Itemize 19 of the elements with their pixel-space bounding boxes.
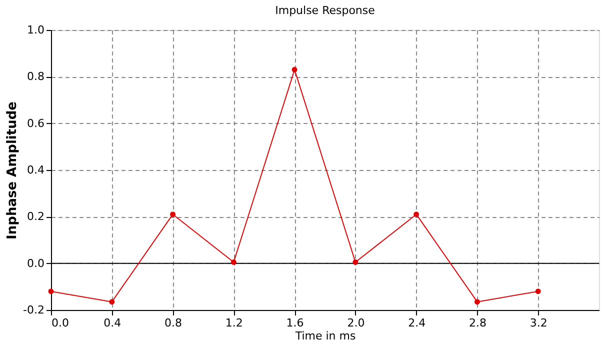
- x-tick-label: 0.0: [52, 316, 69, 330]
- y-tick-label: 0.6: [27, 116, 44, 130]
- y-tick-label: 0.2: [27, 210, 44, 224]
- x-tick-label: 1.6: [286, 316, 304, 330]
- y-axis-title: Inphase Amplitude: [5, 101, 20, 240]
- x-axis-title: Time in ms: [294, 330, 356, 342]
- y-tick-label: -0.2: [23, 304, 44, 316]
- chart-title: Impulse Response: [275, 4, 376, 17]
- x-tick-label: 3.2: [530, 316, 548, 330]
- y-tick-label: 0.8: [27, 70, 44, 84]
- y-tick-label: 0.4: [27, 164, 44, 176]
- y-tick-label: 1.0: [27, 24, 44, 36]
- x-tick-label: 1.2: [225, 316, 243, 330]
- x-tick-label: 0.8: [164, 316, 182, 330]
- y-tick-label: 0.0: [27, 256, 44, 270]
- x-tick-label: 2.8: [468, 316, 486, 330]
- x-tick-label: 0.4: [104, 316, 122, 330]
- x-tick-label: 2.4: [408, 316, 426, 330]
- x-tick-label: 2.0: [347, 316, 365, 330]
